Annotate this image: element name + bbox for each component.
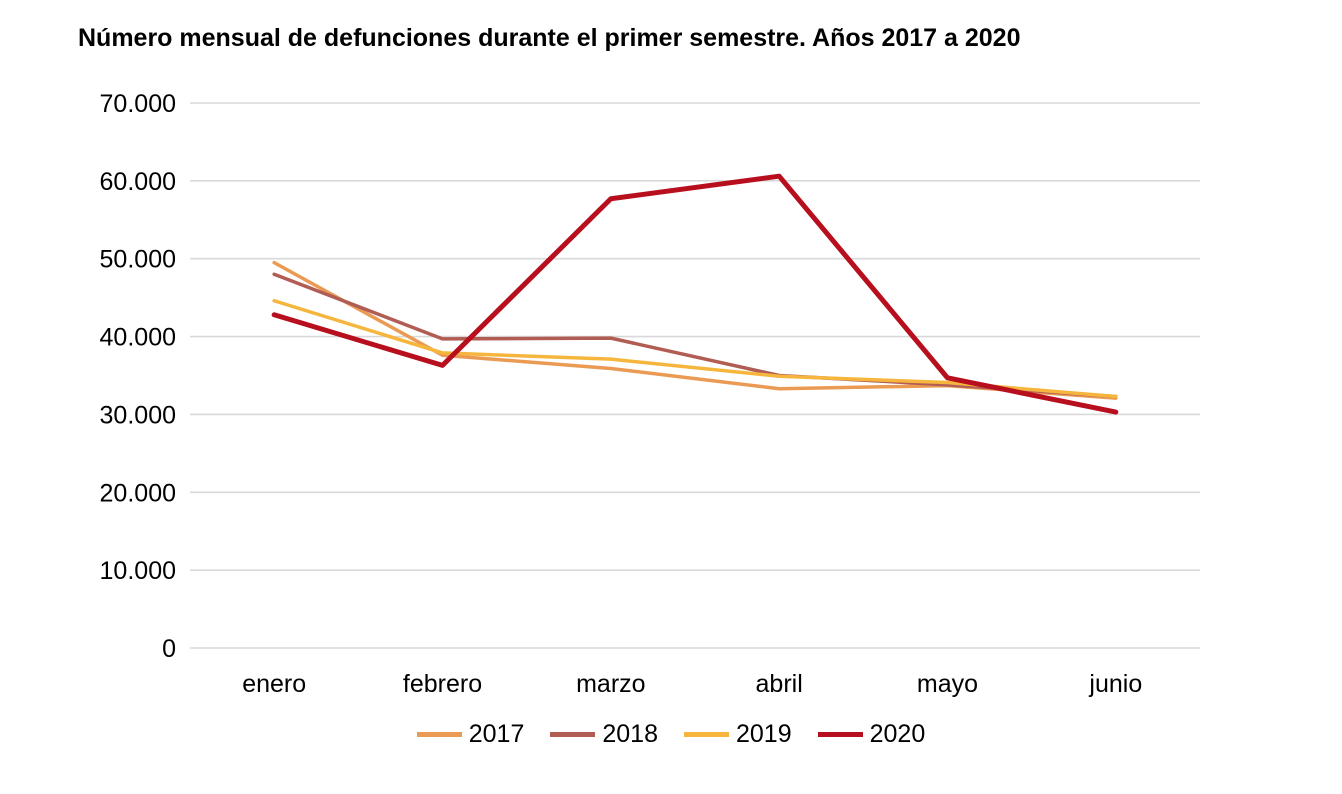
legend-swatch-2018 — [550, 732, 596, 737]
y-tick-label: 10.000 — [100, 557, 176, 585]
series-line-2019 — [272, 299, 1118, 399]
y-tick-label: 20.000 — [100, 479, 176, 507]
legend-swatch-2020 — [817, 732, 863, 737]
x-tick-label: mayo — [917, 670, 978, 698]
legend-swatch-2017 — [416, 732, 462, 737]
x-tick-label: abril — [756, 670, 803, 698]
y-tick-label: 0 — [162, 635, 176, 663]
y-tick-label: 40.000 — [100, 324, 176, 352]
x-tick-label: enero — [242, 670, 306, 698]
chart-legend: 2017 2018 2019 2020 — [0, 720, 1342, 749]
series-line-2017 — [272, 260, 1118, 400]
x-tick-label: febrero — [403, 670, 482, 698]
legend-label: 2019 — [736, 720, 792, 748]
legend-swatch-2019 — [684, 732, 729, 737]
series-line-2020 — [271, 173, 1119, 415]
y-tick-label: 50.000 — [100, 246, 176, 274]
y-tick-label: 60.000 — [100, 168, 176, 196]
legend-item-2017: 2017 — [416, 720, 525, 749]
y-tick-label: 70.000 — [100, 90, 176, 118]
legend-label: 2020 — [869, 720, 926, 748]
legend-label: 2018 — [602, 720, 658, 748]
y-tick-label: 30.000 — [100, 401, 176, 429]
legend-item-2019: 2019 — [684, 720, 792, 749]
legend-label: 2017 — [468, 720, 525, 748]
legend-item-2018: 2018 — [550, 720, 658, 749]
x-tick-label: junio — [1088, 670, 1142, 698]
series-line-2018 — [272, 272, 1118, 399]
legend-item-2020: 2020 — [817, 720, 926, 749]
x-tick-label: marzo — [576, 670, 645, 698]
chart-title: Número mensual de defunciones durante el… — [78, 24, 1021, 52]
